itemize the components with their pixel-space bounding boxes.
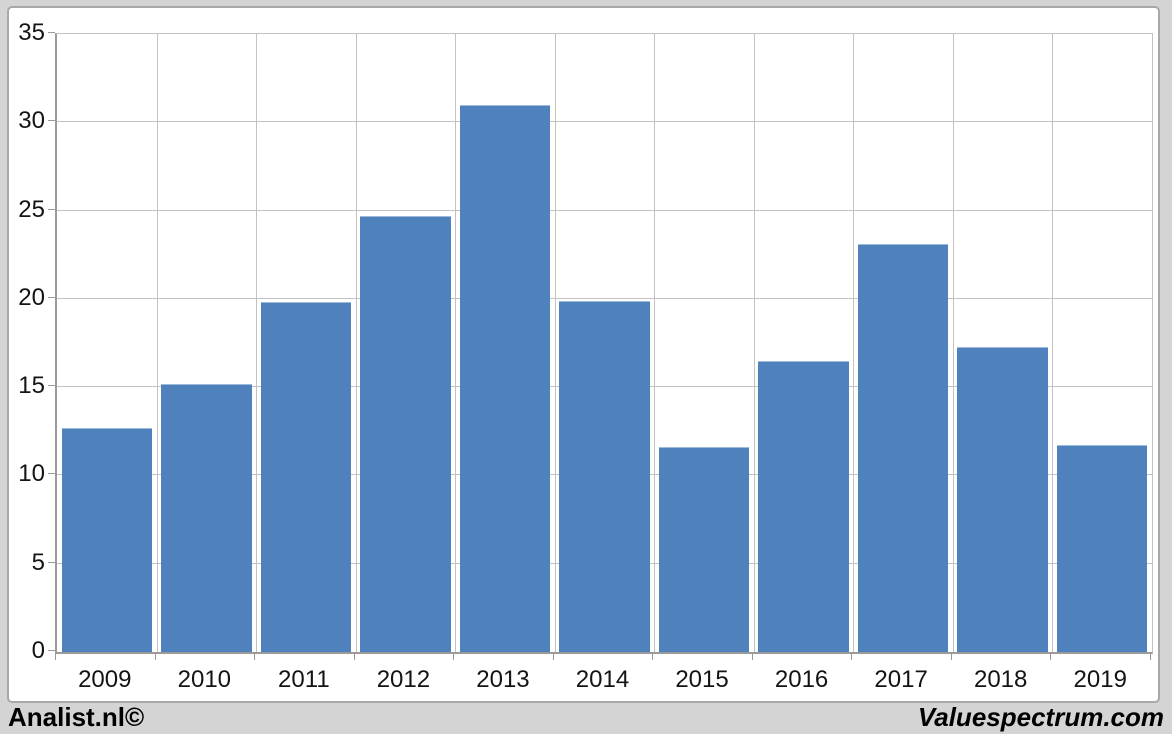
y-axis-tick-labels: 0 5 10 15 20 25 30 35 [9, 21, 45, 663]
bar-slot-2016 [754, 34, 854, 652]
x-tick-mark-4 [453, 653, 455, 660]
x-tick-label-2018: 2018 [973, 666, 1028, 693]
bar-slot-2013 [455, 34, 555, 652]
footer-right-brand: Valuespectrum.com [917, 702, 1164, 732]
x-tick-mark-6 [652, 653, 654, 660]
gridline-x-2 [256, 34, 258, 652]
x-tick-label-2015: 2015 [675, 666, 729, 693]
gridline-x-9 [952, 34, 954, 652]
x-tick-label-2009: 2009 [78, 666, 132, 693]
bar-2019 [1056, 445, 1148, 652]
gridline-x-4 [455, 34, 457, 652]
y-tick-label-20: 20 [18, 283, 45, 311]
bar-2014 [559, 300, 650, 652]
x-tick-mark-5 [552, 653, 554, 660]
bars-layer [57, 34, 1152, 652]
gridline-x-10 [1052, 34, 1054, 652]
bar-2012 [360, 215, 451, 652]
footer: Analist.nl© Valuespectrum.com [0, 702, 1172, 734]
gridline-x-7 [753, 34, 755, 652]
bar-2011 [260, 302, 352, 652]
y-tick-mark-10 [48, 473, 55, 475]
y-tick-label-25: 25 [18, 195, 45, 223]
gridline-y-25 [57, 209, 1152, 211]
x-tick-mark-7 [751, 653, 753, 660]
bar-slot-2012 [356, 34, 456, 652]
gridline-x-5 [554, 34, 556, 652]
bar-slot-2014 [555, 34, 655, 652]
y-tick-label-0: 0 [31, 637, 45, 664]
bar-2009 [61, 427, 153, 652]
y-tick-label-30: 30 [18, 107, 45, 135]
x-tick-label-2014: 2014 [575, 666, 630, 693]
y-tick-mark-20 [48, 296, 55, 298]
chart-panel: 0 5 10 15 20 25 30 35 2009 2010 2011 2012 2013 2014 2… [7, 6, 1160, 703]
y-tick-mark-35 [48, 32, 55, 33]
y-tick-mark-30 [48, 120, 55, 122]
x-tick-label-2012: 2012 [376, 666, 431, 693]
gridline-y-20 [57, 297, 1152, 299]
y-axis-tick-marks [48, 32, 55, 651]
gridline-x-6 [654, 34, 656, 652]
x-tick-mark-10 [1050, 653, 1052, 660]
y-tick-label-15: 15 [18, 372, 45, 400]
x-tick-mark-2 [254, 653, 256, 660]
bar-2018 [957, 346, 1048, 652]
gridline-y-30 [57, 121, 1152, 123]
y-tick-label-5: 5 [31, 548, 45, 576]
bar-2015 [658, 447, 750, 652]
bar-slot-2011 [256, 34, 356, 652]
x-tick-label-2019: 2019 [1073, 666, 1127, 693]
x-tick-label-2013: 2013 [476, 666, 530, 693]
footer-left-brand: Analist.nl© [8, 702, 145, 732]
x-axis-tick-marks [55, 653, 1151, 660]
x-tick-mark-1 [154, 653, 156, 660]
x-tick-mark-9 [950, 653, 952, 660]
x-tick-label-2011: 2011 [278, 666, 330, 693]
x-tick-mark-3 [353, 653, 355, 660]
x-tick-label-2017: 2017 [874, 666, 928, 693]
x-tick-label-2016: 2016 [774, 666, 829, 693]
plot-area [55, 33, 1153, 654]
bar-slot-2010 [157, 34, 257, 652]
gridline-x-1 [156, 34, 158, 652]
gridline-x-8 [853, 34, 855, 652]
x-tick-mark-0 [55, 653, 56, 660]
gridline-x-3 [355, 34, 357, 652]
y-tick-mark-5 [48, 561, 55, 563]
x-tick-mark-11 [1150, 653, 1151, 660]
y-tick-mark-15 [48, 385, 55, 387]
bar-2010 [161, 383, 252, 652]
bar-slot-2019 [1052, 34, 1152, 652]
bar-slot-2009 [57, 34, 157, 652]
bar-2013 [459, 104, 551, 652]
bar-slot-2018 [953, 34, 1053, 652]
bar-2017 [857, 244, 949, 652]
x-tick-mark-8 [851, 653, 853, 660]
x-tick-label-2010: 2010 [177, 666, 232, 693]
y-tick-label-35: 35 [18, 19, 45, 46]
bar-2016 [758, 360, 849, 652]
bar-slot-2017 [853, 34, 953, 652]
y-tick-label-10: 10 [18, 460, 45, 488]
bar-slot-2015 [654, 34, 754, 652]
y-tick-mark-25 [48, 208, 55, 210]
x-axis-tick-labels: 2009 2010 2011 2012 2013 2014 2015 2016 2017 2018… [55, 664, 1150, 696]
y-tick-mark-0 [48, 650, 55, 651]
